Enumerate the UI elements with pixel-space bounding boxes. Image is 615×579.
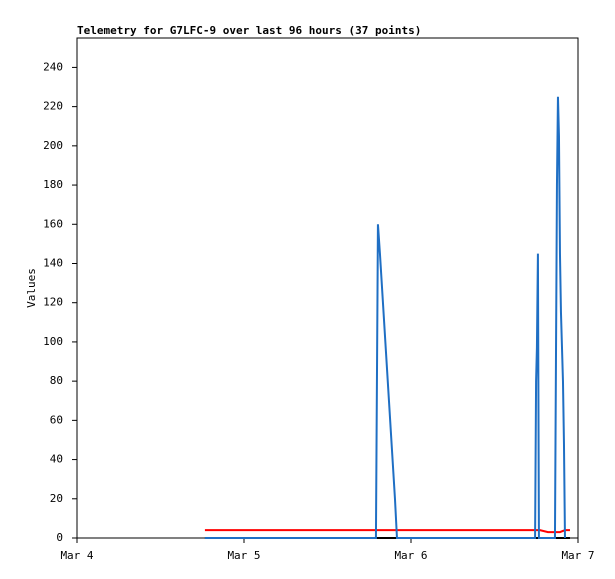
y-axis-label: Values (25, 268, 38, 308)
y-tick-label: 240 (43, 60, 63, 73)
x-tick-label: Mar 5 (227, 549, 260, 562)
y-tick-label: 20 (50, 492, 63, 505)
plot-frame (76, 37, 579, 539)
y-tick-label: 200 (43, 139, 63, 152)
series-line (204, 96, 566, 539)
y-tick-label: 220 (43, 100, 63, 113)
x-tick-label: Mar 7 (561, 549, 594, 562)
y-tick-label: 80 (50, 374, 63, 387)
y-tick-label: 40 (50, 453, 63, 466)
y-tick-label: 0 (56, 531, 63, 544)
x-tick-label: Mar 6 (394, 549, 427, 562)
y-tick-label: 60 (50, 413, 63, 426)
y-tick-label: 160 (43, 217, 63, 230)
y-tick-label: 180 (43, 178, 63, 191)
chart-title: Telemetry for G7LFC-9 over last 96 hours… (77, 24, 421, 37)
y-tick-label: 140 (43, 256, 63, 269)
y-tick-label: 100 (43, 335, 63, 348)
x-tick-label: Mar 4 (60, 549, 93, 562)
y-tick-label: 120 (43, 296, 63, 309)
series-line (204, 529, 570, 534)
